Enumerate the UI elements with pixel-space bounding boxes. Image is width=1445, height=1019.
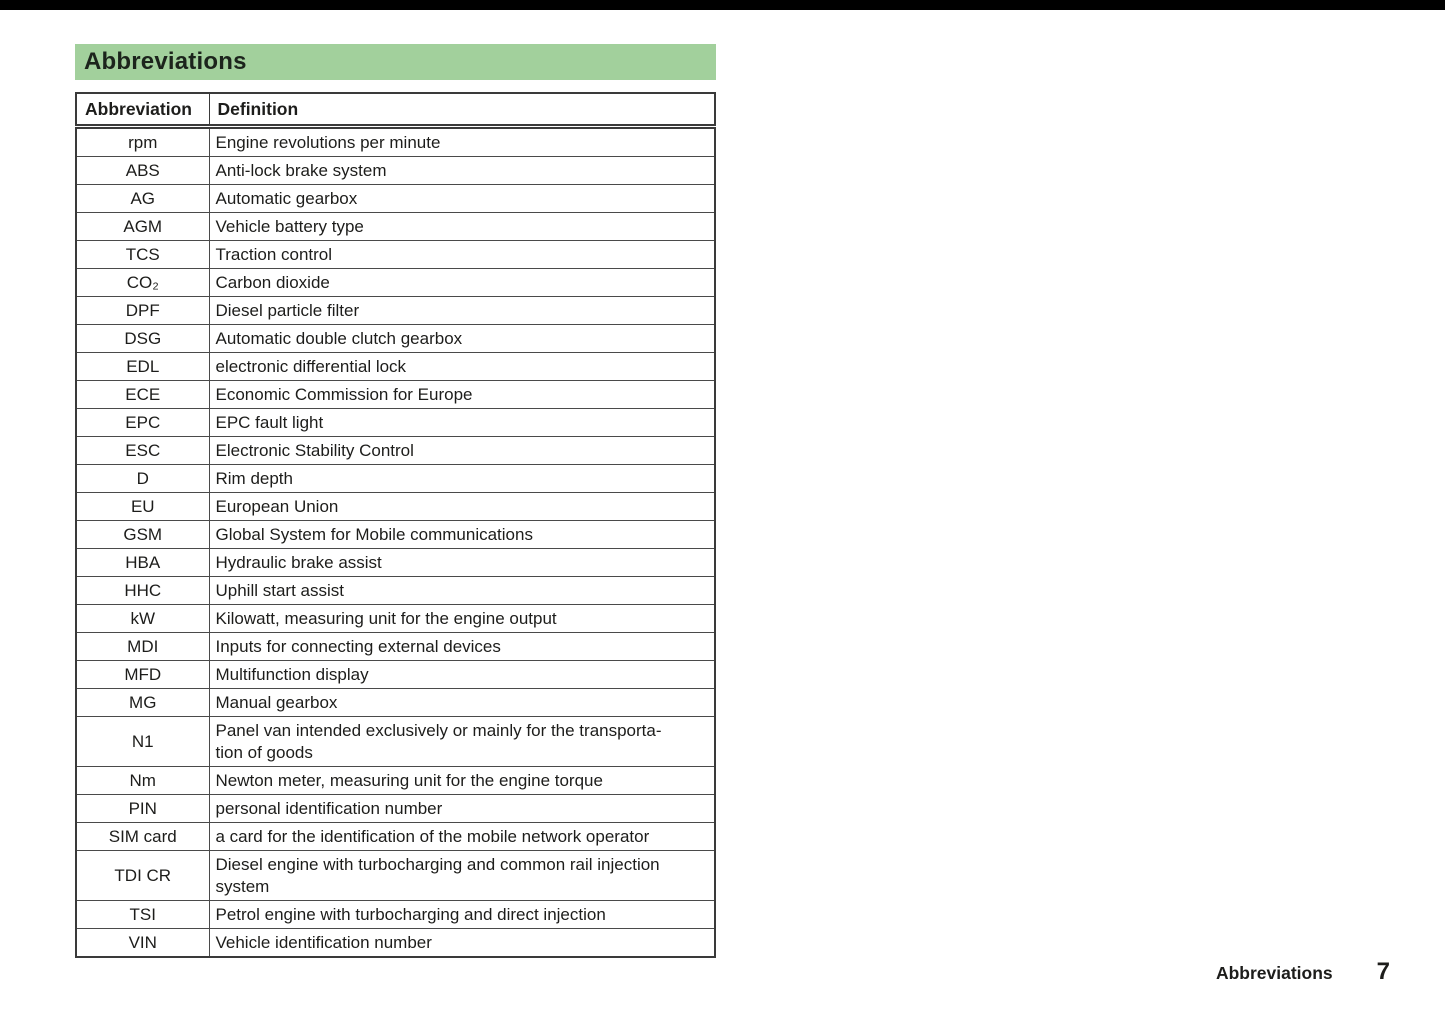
definition-cell: Uphill start assist <box>208 576 716 605</box>
table-row: rpm Engine revolutions per minute <box>75 126 716 157</box>
table-row: EU European Union <box>75 492 716 521</box>
abbreviation-cell: ABS <box>75 156 210 185</box>
table-row: MDI Inputs for connecting external device… <box>75 632 716 661</box>
page-content: Abbreviations Abbreviation Definition rp… <box>75 44 716 958</box>
table-row: TDI CR Diesel engine with turbocharging a… <box>75 850 716 901</box>
table-row: EDL electronic differential lock <box>75 352 716 381</box>
abbreviation-cell: N1 <box>75 716 210 767</box>
table-row: HBA Hydraulic brake assist <box>75 548 716 577</box>
definition-cell: Anti-lock brake system <box>208 156 716 185</box>
abbreviation-cell: DPF <box>75 296 210 325</box>
definition-cell: Hydraulic brake assist <box>208 548 716 577</box>
table-row: MFD Multifunction display <box>75 660 716 689</box>
table-row: SIM card a card for the identification of… <box>75 822 716 851</box>
table-row: AGM Vehicle battery type <box>75 212 716 241</box>
definition-cell: EPC fault light <box>208 408 716 437</box>
definition-cell: Automatic double clutch gearbox <box>208 324 716 353</box>
abbreviation-cell: rpm <box>75 126 210 157</box>
footer-page-number: 7 <box>1376 958 1390 985</box>
abbreviation-cell: PIN <box>75 794 210 823</box>
abbreviation-cell: Nm <box>75 766 210 795</box>
abbreviation-cell: MDI <box>75 632 210 661</box>
abbreviation-cell: EPC <box>75 408 210 437</box>
abbreviation-cell: TDI CR <box>75 850 210 901</box>
abbreviation-cell: EU <box>75 492 210 521</box>
table-row: N1 Panel van intended exclusively or main… <box>75 716 716 767</box>
abbreviation-cell: MG <box>75 688 210 717</box>
table-row: TCS Traction control <box>75 240 716 269</box>
definition-cell: electronic differential lock <box>208 352 716 381</box>
table-row: HHC Uphill start assist <box>75 576 716 605</box>
definition-cell: Multifunction display <box>208 660 716 689</box>
definition-cell: Rim depth <box>208 464 716 493</box>
abbreviation-cell: HHC <box>75 576 210 605</box>
table-row: MG Manual gearbox <box>75 688 716 717</box>
page-top-bar <box>0 0 1445 10</box>
abbreviation-cell: ESC <box>75 436 210 465</box>
abbreviation-cell: AGM <box>75 212 210 241</box>
abbreviation-cell: TCS <box>75 240 210 269</box>
definition-cell: Manual gearbox <box>208 688 716 717</box>
abbreviation-cell: DSG <box>75 324 210 353</box>
abbreviation-cell: GSM <box>75 520 210 549</box>
definition-cell: Automatic gearbox <box>208 184 716 213</box>
table-row: ABS Anti-lock brake system <box>75 156 716 185</box>
abbreviation-cell: SIM card <box>75 822 210 851</box>
column-header-definition: Definition <box>208 92 716 129</box>
footer-section-label: Abbreviations <box>1215 963 1333 983</box>
abbreviation-cell: kW <box>75 604 210 633</box>
definition-cell: Kilowatt, measuring unit for the engine … <box>208 604 716 633</box>
abbreviation-cell: ECE <box>75 380 210 409</box>
table-row: EPC EPC fault light <box>75 408 716 437</box>
page-footer: Abbreviations 7 <box>1216 958 1390 986</box>
definition-cell: Vehicle identification number <box>208 928 716 958</box>
definition-cell: Traction control <box>208 240 716 269</box>
abbreviations-table: Abbreviation Definition rpm Engine revolu… <box>75 92 716 958</box>
definition-cell: European Union <box>208 492 716 521</box>
table-row: AG Automatic gearbox <box>75 184 716 213</box>
definition-cell: Panel van intended exclusively or mainly… <box>208 716 716 767</box>
definition-cell: Newton meter, measuring unit for the eng… <box>208 766 716 795</box>
table-row: DSG Automatic double clutch gearbox <box>75 324 716 353</box>
table-row: TSI Petrol engine with turbocharging and … <box>75 900 716 929</box>
table-row: CO₂ Carbon dioxide <box>75 268 716 297</box>
definition-cell: Diesel engine with turbocharging and com… <box>208 850 716 901</box>
definition-cell: a card for the identification of the mob… <box>208 822 716 851</box>
definition-cell: personal identification number <box>208 794 716 823</box>
definition-cell: Electronic Stability Control <box>208 436 716 465</box>
definition-cell: Carbon dioxide <box>208 268 716 297</box>
column-header-abbreviation: Abbreviation <box>75 92 210 129</box>
definition-cell: Petrol engine with turbocharging and dir… <box>208 900 716 929</box>
abbreviation-cell: CO₂ <box>75 268 210 297</box>
table-row: GSM Global System for Mobile communicatio… <box>75 520 716 549</box>
table-body: rpm Engine revolutions per minute ABS Anti-… <box>75 126 716 958</box>
abbreviation-cell: TSI <box>75 900 210 929</box>
abbreviation-cell: HBA <box>75 548 210 577</box>
abbreviation-cell: VIN <box>75 928 210 958</box>
table-row: Nm Newton meter, measuring unit for the e… <box>75 766 716 795</box>
definition-cell: Economic Commission for Europe <box>208 380 716 409</box>
definition-cell: Diesel particle filter <box>208 296 716 325</box>
definition-cell: Global System for Mobile communications <box>208 520 716 549</box>
table-row: PIN personal identification number <box>75 794 716 823</box>
definition-cell: Engine revolutions per minute <box>208 126 716 157</box>
table-row: DPF Diesel particle filter <box>75 296 716 325</box>
table-row: ESC Electronic Stability Control <box>75 436 716 465</box>
abbreviation-cell: D <box>75 464 210 493</box>
abbreviation-cell: AG <box>75 184 210 213</box>
table-row: ECE Economic Commission for Europe <box>75 380 716 409</box>
table-row: D Rim depth <box>75 464 716 493</box>
table-row: kW Kilowatt, measuring unit for the engin… <box>75 604 716 633</box>
abbreviation-cell: EDL <box>75 352 210 381</box>
table-header-row: Abbreviation Definition <box>75 92 716 129</box>
abbreviation-cell: MFD <box>75 660 210 689</box>
table-row: VIN Vehicle identification number <box>75 928 716 958</box>
definition-cell: Inputs for connecting external devices <box>208 632 716 661</box>
definition-cell: Vehicle battery type <box>208 212 716 241</box>
page-title: Abbreviations <box>75 44 716 80</box>
